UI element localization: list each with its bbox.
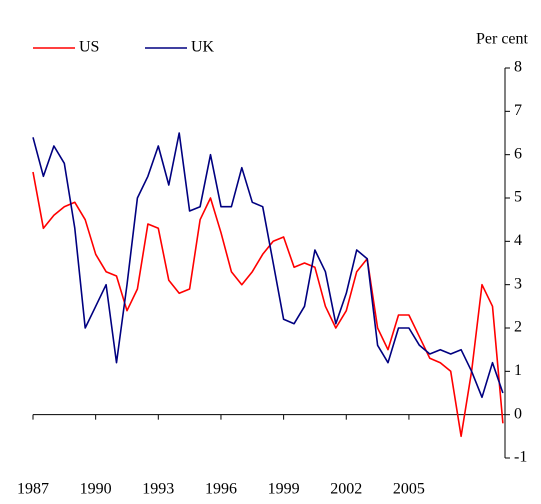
- y-tick-label: 7: [514, 102, 522, 119]
- series-line: [32, 132, 504, 399]
- legend-label: UK: [191, 39, 215, 56]
- x-tick-label: 1999: [268, 481, 300, 498]
- x-tick-label: 1993: [142, 481, 174, 498]
- y-tick-label: 0: [514, 405, 522, 422]
- y-tick-label: 6: [514, 145, 522, 162]
- x-tick-label: 1990: [80, 481, 112, 498]
- y-axis-label: Per cent: [476, 31, 529, 48]
- series-line: [32, 171, 504, 438]
- y-tick-label: 3: [514, 275, 522, 292]
- x-tick-label: 2002: [330, 481, 362, 498]
- x-tick-label: 2005: [393, 481, 425, 498]
- y-tick-label: 1: [514, 362, 522, 379]
- y-tick-label: 2: [514, 319, 522, 336]
- x-tick-label: 1996: [205, 481, 237, 498]
- legend-label: US: [79, 39, 99, 56]
- y-tick-label: 8: [514, 59, 522, 76]
- y-tick-label: 5: [514, 189, 522, 206]
- y-tick-label: 4: [514, 232, 522, 249]
- x-tick-label: 1987: [17, 481, 49, 498]
- y-tick-label: -1: [514, 449, 527, 466]
